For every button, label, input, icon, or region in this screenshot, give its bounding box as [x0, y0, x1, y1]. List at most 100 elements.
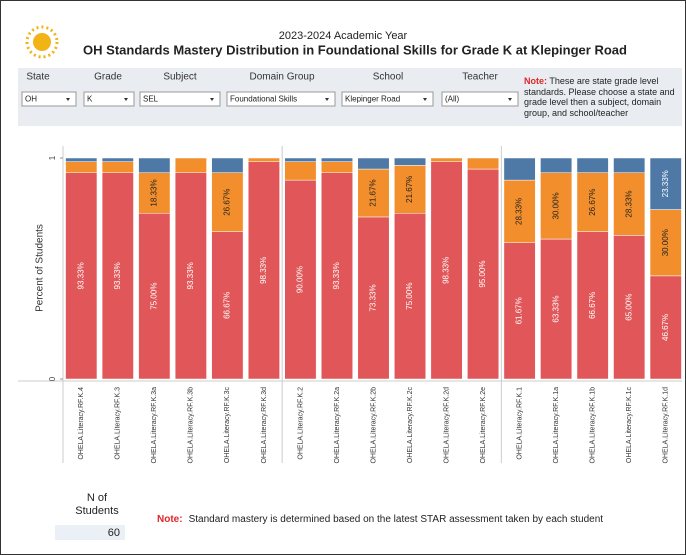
title: OH Standards Mastery Distribution in Fou… [83, 42, 627, 57]
dropdown[interactable] [21, 91, 77, 107]
x-tick-label: OHELA.Literacy.RF.K.3c [224, 387, 231, 464]
x-tick-label: OHELA.Literacy.RF.K.1b [590, 387, 597, 464]
x-tick-label: OHELA.Literacy.RF.K.2c [407, 387, 414, 464]
dropdown[interactable] [341, 91, 434, 107]
bar-segment [211, 157, 244, 173]
value-label: 93.33% [76, 262, 85, 289]
filter-label: State [26, 72, 50, 83]
bar-segment [394, 157, 426, 166]
value-label: 63.33% [551, 295, 560, 322]
note-text: These are state grade level standards. P… [524, 76, 675, 118]
bar-segment [613, 172, 646, 236]
value-label: 61.67% [515, 297, 524, 324]
note-prefix: Note: [157, 514, 183, 525]
bar-segment [649, 275, 682, 380]
value-label: 21.67% [369, 179, 378, 206]
value-label: 26.67% [222, 189, 231, 216]
value-label: 75.00% [405, 283, 414, 310]
x-tick-label: OHELA.Literacy.RF.K.1a [553, 387, 560, 464]
bar-segment [467, 157, 500, 170]
n-label: Students [75, 505, 119, 517]
bar-segment [247, 161, 280, 380]
dropdown[interactable] [83, 91, 135, 107]
bar-segment [394, 165, 426, 214]
bar-segment [540, 157, 573, 173]
value-label: 98.33% [259, 257, 268, 284]
value-label: 46.67% [661, 314, 670, 341]
x-tick-label: OHELA.Literacy.RF.K.2e [480, 387, 487, 464]
filter-label: Domain Group [249, 72, 314, 83]
bar-segment [540, 172, 573, 240]
bar-segment [101, 172, 134, 380]
x-tick-label: OHELA.Literacy.RF.K.1d [663, 387, 670, 464]
bar-segment [65, 161, 98, 173]
y-tick-label: 0 [48, 376, 57, 381]
subtitle: 2023-2024 Academic Year [279, 30, 408, 42]
dropdown-value: (All) [445, 95, 460, 104]
bar-segment [321, 157, 353, 162]
n-label: N of [87, 492, 108, 504]
value-label: 93.33% [332, 262, 341, 289]
value-label: 73.33% [369, 284, 378, 311]
value-label: 28.33% [624, 190, 633, 217]
y-axis-label: Percent of Students [35, 224, 46, 312]
bar-segment [101, 157, 134, 162]
bar-segment [247, 157, 280, 162]
dropdown-arrow [508, 98, 512, 101]
dropdown-arrow [423, 98, 427, 101]
bar-segment [321, 161, 353, 173]
bar-segment [65, 157, 98, 162]
bar-segment [138, 172, 171, 214]
value-label: 21.67% [405, 176, 414, 203]
dropdown[interactable] [139, 91, 221, 107]
bar-segment [503, 242, 536, 380]
filter-label: School [373, 72, 404, 83]
value-label: 98.33% [442, 257, 451, 284]
value-label: 93.33% [113, 262, 122, 289]
bar-segment [613, 157, 646, 173]
value-label: 66.67% [588, 292, 597, 319]
x-tick-label: OHELA.Literacy.RF.K.3b [188, 387, 195, 464]
filter-label: Teacher [462, 72, 498, 83]
dropdown[interactable] [441, 91, 519, 107]
value-label: 66.67% [222, 292, 231, 319]
bar-segment [649, 157, 682, 210]
bar-segment [613, 235, 646, 380]
x-tick-label: OHELA.Literacy.RF.K.2 [297, 387, 304, 460]
value-label: 26.67% [588, 189, 597, 216]
bar-segment [467, 168, 500, 380]
value-label: 18.33% [149, 179, 158, 206]
bar-segment [576, 172, 609, 232]
n-value: 60 [108, 527, 120, 539]
bar-segment [284, 157, 317, 162]
x-tick-label: OHELA.Literacy.RF.K.4 [78, 387, 85, 460]
x-tick-label: OHELA.Literacy.RF.K.3d [261, 387, 268, 464]
bar-segment [357, 216, 390, 380]
bar-segment [503, 157, 536, 181]
value-label: 90.00% [296, 266, 305, 293]
bar-segment [430, 161, 463, 380]
bar-segment [138, 213, 171, 380]
note-text: Standard mastery is determined based on … [189, 514, 604, 525]
bar-segment [430, 157, 463, 162]
dropdown[interactable] [226, 91, 336, 107]
dropdown-value: SEL [143, 95, 159, 104]
dropdown-arrow [66, 98, 70, 101]
bar-segment [138, 157, 171, 173]
dropdown-arrow [325, 98, 329, 101]
filter-label: Subject [163, 72, 197, 83]
bar-segment [576, 231, 609, 380]
bar-segment [101, 161, 134, 173]
dropdown-value: K [87, 95, 93, 104]
bar-segment [174, 172, 207, 380]
dropdown-arrow [210, 98, 214, 101]
note-prefix: Note: [524, 76, 547, 86]
value-label: 30.00% [551, 192, 560, 219]
dropdown-value: Foundational Skills [230, 95, 297, 104]
y-tick-label: 1 [48, 155, 57, 160]
x-tick-label: OHELA.Literacy.RF.K.3a [151, 387, 158, 464]
x-tick-label: OHELA.Literacy.RF.K.2a [334, 387, 341, 464]
bar-segment [576, 157, 609, 173]
